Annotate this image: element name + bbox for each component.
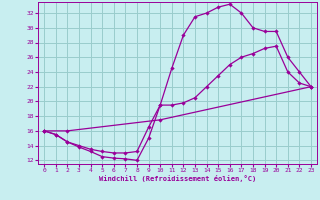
X-axis label: Windchill (Refroidissement éolien,°C): Windchill (Refroidissement éolien,°C) — [99, 175, 256, 182]
